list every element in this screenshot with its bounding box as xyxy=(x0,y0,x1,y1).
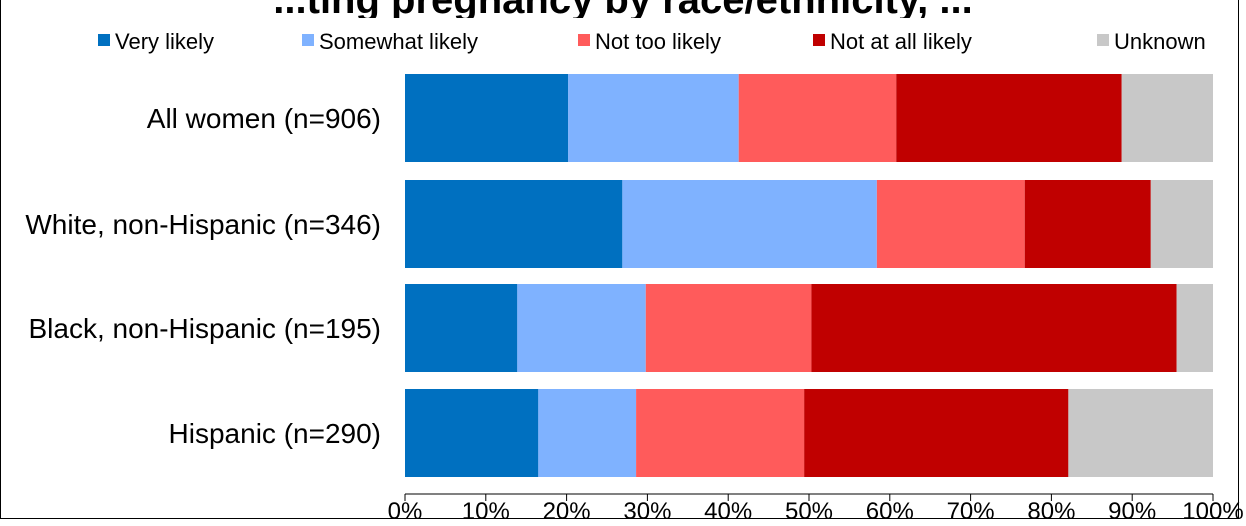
x-tick-label: 80% xyxy=(1027,498,1075,525)
chart-title: ...ting pregnancy by race/ethnicity, ... xyxy=(0,0,1246,18)
bar-somewhat-likely-2 xyxy=(517,284,646,372)
category-label: All women (n=906) xyxy=(147,103,381,134)
category-label: Hispanic (n=290) xyxy=(169,418,381,449)
plot-area xyxy=(405,74,1213,477)
legend-label: Unknown xyxy=(1114,29,1206,54)
x-tick-label: 90% xyxy=(1108,498,1156,525)
bar-very-likely-2 xyxy=(405,284,518,372)
bar-unknown-2 xyxy=(1176,284,1213,372)
bar-not-too-likely-3 xyxy=(636,389,805,477)
legend-swatch xyxy=(813,34,825,46)
bar-somewhat-likely-0 xyxy=(568,74,739,162)
legend-label: Very likely xyxy=(115,29,214,54)
legend-swatch xyxy=(1097,34,1109,46)
bar-not-at-all-likely-2 xyxy=(811,284,1177,372)
bar-unknown-1 xyxy=(1150,180,1213,268)
x-tick-label: 60% xyxy=(866,498,914,525)
x-tick-label: 10% xyxy=(462,498,510,525)
bar-very-likely-1 xyxy=(405,180,623,268)
bar-very-likely-0 xyxy=(405,74,569,162)
x-tick-label: 50% xyxy=(785,498,833,525)
bar-not-too-likely-2 xyxy=(645,284,812,372)
legend-label: Somewhat likely xyxy=(319,29,478,54)
y-axis-labels: All women (n=906) White, non-Hispanic (n=… xyxy=(25,103,381,449)
bar-somewhat-likely-3 xyxy=(538,389,637,477)
legend-swatch xyxy=(578,34,590,46)
legend-label: Not too likely xyxy=(595,29,721,54)
bar-unknown-0 xyxy=(1121,74,1213,162)
x-tick-label: 40% xyxy=(704,498,752,525)
x-tick-label: 70% xyxy=(947,498,995,525)
bar-not-at-all-likely-3 xyxy=(804,389,1069,477)
bar-somewhat-likely-1 xyxy=(622,180,877,268)
bar-not-too-likely-0 xyxy=(738,74,897,162)
legend-swatch xyxy=(302,34,314,46)
x-axis: 0% 10% 20% 30% 40% 50% 60% 70% 80% 90% 100% xyxy=(388,493,1244,525)
category-label: Black, non-Hispanic (n=195) xyxy=(28,313,381,344)
bar-not-at-all-likely-0 xyxy=(896,74,1122,162)
bar-not-at-all-likely-1 xyxy=(1024,180,1151,268)
category-label: White, non-Hispanic (n=346) xyxy=(25,209,381,240)
legend-label: Not at all likely xyxy=(830,29,972,54)
x-tick-label: 20% xyxy=(543,498,591,525)
legend-swatch xyxy=(98,34,110,46)
bar-unknown-3 xyxy=(1068,389,1213,477)
legend: Very likely Somewhat likely Not too likely… xyxy=(98,29,1206,54)
x-tick-label: 30% xyxy=(623,498,671,525)
bar-very-likely-3 xyxy=(405,389,539,477)
x-tick-label: 100% xyxy=(1182,498,1243,525)
x-tick-label: 0% xyxy=(388,498,423,525)
bar-not-too-likely-1 xyxy=(876,180,1025,268)
